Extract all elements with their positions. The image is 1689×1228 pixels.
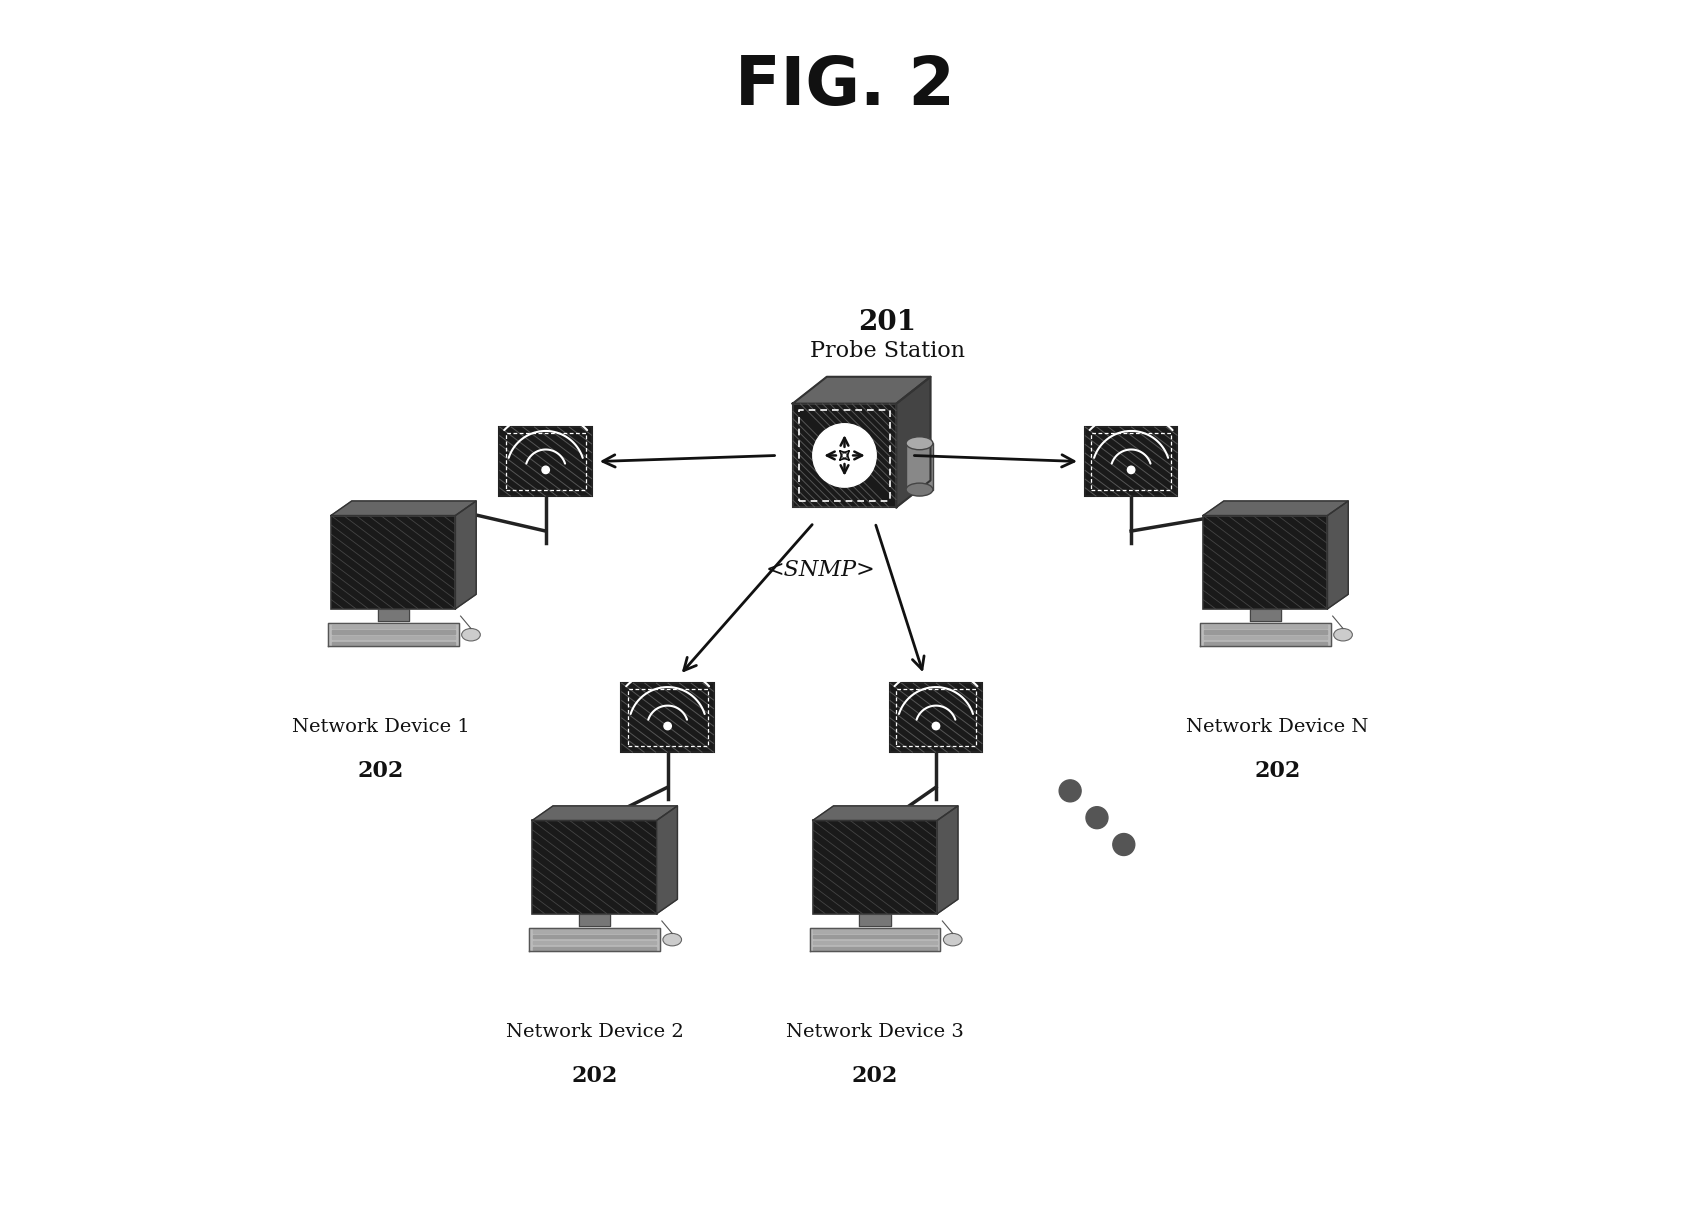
Polygon shape xyxy=(1204,625,1328,628)
Polygon shape xyxy=(532,941,655,944)
Circle shape xyxy=(812,424,877,488)
Polygon shape xyxy=(860,914,890,926)
Ellipse shape xyxy=(944,933,963,946)
Polygon shape xyxy=(1204,630,1328,634)
Polygon shape xyxy=(328,624,458,646)
Text: Network Device 1: Network Device 1 xyxy=(292,717,470,736)
Circle shape xyxy=(664,722,671,729)
Polygon shape xyxy=(937,806,958,914)
Circle shape xyxy=(1128,467,1135,474)
Polygon shape xyxy=(814,936,937,938)
Polygon shape xyxy=(532,930,655,933)
Text: <SNMP>: <SNMP> xyxy=(765,559,875,581)
Polygon shape xyxy=(657,806,677,914)
Polygon shape xyxy=(500,427,593,496)
Polygon shape xyxy=(532,820,657,914)
Text: 202: 202 xyxy=(851,1065,899,1087)
Text: FIG. 2: FIG. 2 xyxy=(735,53,954,119)
Polygon shape xyxy=(897,377,931,507)
Text: 202: 202 xyxy=(358,760,404,782)
Ellipse shape xyxy=(461,629,480,641)
Circle shape xyxy=(1086,807,1108,829)
Polygon shape xyxy=(812,820,937,914)
Ellipse shape xyxy=(662,933,682,946)
Circle shape xyxy=(1059,780,1081,802)
Text: Network Device 2: Network Device 2 xyxy=(505,1023,684,1040)
Polygon shape xyxy=(1204,642,1328,645)
Text: Probe Station: Probe Station xyxy=(809,339,964,361)
Text: Network Device N: Network Device N xyxy=(1186,717,1368,736)
Polygon shape xyxy=(814,947,937,949)
Polygon shape xyxy=(331,636,454,640)
Ellipse shape xyxy=(905,483,932,496)
Text: 202: 202 xyxy=(1255,760,1301,782)
Polygon shape xyxy=(532,936,655,938)
Polygon shape xyxy=(331,501,476,516)
Polygon shape xyxy=(905,443,932,490)
Polygon shape xyxy=(1203,516,1328,609)
Polygon shape xyxy=(792,404,897,507)
Polygon shape xyxy=(532,947,655,949)
Polygon shape xyxy=(809,928,941,950)
Polygon shape xyxy=(1250,609,1280,621)
Polygon shape xyxy=(331,516,456,609)
Polygon shape xyxy=(331,625,454,628)
Polygon shape xyxy=(1199,624,1331,646)
Text: Network Device 3: Network Device 3 xyxy=(785,1023,964,1040)
Polygon shape xyxy=(792,377,931,404)
Polygon shape xyxy=(378,609,409,621)
Polygon shape xyxy=(622,683,714,753)
Polygon shape xyxy=(1084,427,1177,496)
Polygon shape xyxy=(331,642,454,645)
Polygon shape xyxy=(814,930,937,933)
Polygon shape xyxy=(890,683,983,753)
Circle shape xyxy=(1113,834,1135,856)
Ellipse shape xyxy=(905,437,932,449)
Polygon shape xyxy=(456,501,476,609)
Polygon shape xyxy=(1204,636,1328,640)
Polygon shape xyxy=(532,806,677,820)
Circle shape xyxy=(542,467,549,474)
Polygon shape xyxy=(529,928,660,950)
Circle shape xyxy=(932,722,939,729)
Polygon shape xyxy=(1203,501,1348,516)
Polygon shape xyxy=(1328,501,1348,609)
Ellipse shape xyxy=(1334,629,1353,641)
Polygon shape xyxy=(812,806,958,820)
Text: 202: 202 xyxy=(571,1065,618,1087)
Text: 201: 201 xyxy=(858,309,915,336)
Polygon shape xyxy=(579,914,610,926)
Polygon shape xyxy=(814,941,937,944)
Polygon shape xyxy=(331,630,454,634)
